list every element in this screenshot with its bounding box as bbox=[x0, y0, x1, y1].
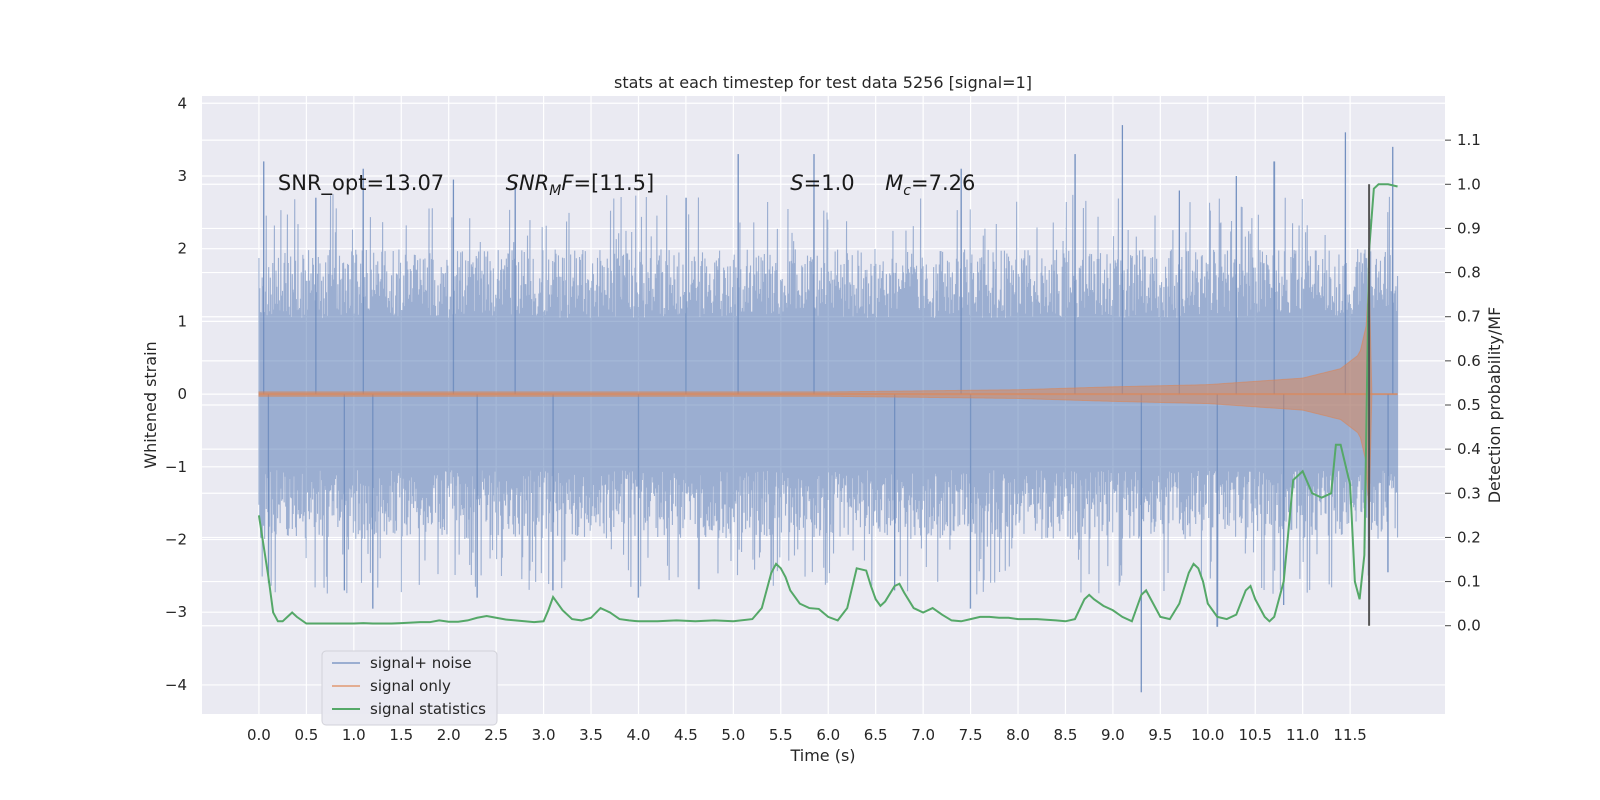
y-tick-label: −4 bbox=[165, 676, 187, 694]
annotation-tail: =1.0 bbox=[804, 171, 855, 195]
series-signal-statistics bbox=[257, 183, 1398, 625]
annotation-main: M bbox=[885, 171, 903, 195]
y-tick-label: −1 bbox=[165, 458, 187, 476]
annotation-main: SNR_opt=13.07 bbox=[278, 171, 444, 196]
y-axis-label: Whitened strain bbox=[141, 341, 160, 468]
legend-label-signal-noise: signal+ noise bbox=[370, 654, 472, 672]
x-axis-label: Time (s) bbox=[789, 746, 855, 765]
annotation-tail: F=[11.5] bbox=[561, 171, 654, 195]
x-tick-label: 9.5 bbox=[1148, 726, 1172, 744]
x-tick-label: 6.5 bbox=[864, 726, 888, 744]
x-axis-ticks: 0.0 0.5 1.0 1.5 2.0 2.5 3.0 3.5 4.0 4.5 5.0 5.5 6.0 6… bbox=[247, 726, 1367, 744]
x-tick-label: 6.0 bbox=[816, 726, 840, 744]
legend-label-signal-statistics: signal statistics bbox=[370, 700, 486, 718]
x-tick-label: 1.0 bbox=[342, 726, 366, 744]
x-tick-label: 10.5 bbox=[1239, 726, 1272, 744]
x-tick-label: 7.0 bbox=[911, 726, 935, 744]
y-tick-label: −3 bbox=[165, 603, 187, 621]
y2-axis-label: Detection probability/MF bbox=[1485, 307, 1504, 504]
signal-statistics-line bbox=[257, 183, 1398, 625]
y2-tick-label: 0.7 bbox=[1457, 308, 1481, 326]
y2-tick-label: 0.6 bbox=[1457, 352, 1481, 370]
y-axis-ticks: −4 −3 −2 −1 0 1 2 3 4 bbox=[165, 94, 187, 694]
x-tick-label: 8.5 bbox=[1054, 726, 1078, 744]
annotation-italic-part: F bbox=[561, 171, 574, 195]
y2-tick-label: 0.0 bbox=[1457, 617, 1481, 635]
chart-title: stats at each timestep for test data 525… bbox=[614, 73, 1032, 92]
signal-noise-line bbox=[258, 125, 1399, 693]
series-signal-noise bbox=[258, 125, 1399, 693]
x-tick-label: 0.5 bbox=[294, 726, 318, 744]
x-tick-label: 5.0 bbox=[721, 726, 745, 744]
x-tick-label: 4.5 bbox=[674, 726, 698, 744]
stat-annotation: Mc=7.26 bbox=[885, 171, 975, 199]
x-tick-label: 3.5 bbox=[579, 726, 603, 744]
x-tick-label: 7.5 bbox=[959, 726, 983, 744]
y-tick-label: 0 bbox=[177, 385, 187, 403]
legend-label-signal-only: signal only bbox=[370, 677, 451, 695]
y2-tick-label: 0.8 bbox=[1457, 264, 1481, 282]
x-tick-label: 3.0 bbox=[532, 726, 556, 744]
annotations: SNR_opt=13.07 SNRMF=[11.5] S=1.0 Mc=7.26 bbox=[278, 171, 975, 199]
y2-tick-label: 1.0 bbox=[1457, 175, 1481, 193]
legend: signal+ noise signal only signal statist… bbox=[321, 650, 498, 726]
annotation-main: S bbox=[790, 171, 803, 195]
x-tick-label: 10.0 bbox=[1191, 726, 1224, 744]
x-tick-label: 0.0 bbox=[247, 726, 271, 744]
y-tick-label: 3 bbox=[177, 167, 187, 185]
y-tick-label: −2 bbox=[165, 531, 187, 549]
x-tick-label: 5.5 bbox=[769, 726, 793, 744]
annotation-subscript: M bbox=[549, 183, 561, 199]
annotation-value: =[11.5] bbox=[573, 171, 654, 195]
legend-box bbox=[321, 650, 498, 726]
x-tick-label: 9.0 bbox=[1101, 726, 1125, 744]
x-tick-label: 2.0 bbox=[437, 726, 461, 744]
y2-tick-label: 1.1 bbox=[1457, 131, 1481, 149]
annotation-tail: =7.26 bbox=[911, 171, 975, 195]
y2-tick-label: 0.9 bbox=[1457, 219, 1481, 237]
y2-tick-label: 0.4 bbox=[1457, 440, 1481, 458]
x-tick-label: 8.0 bbox=[1006, 726, 1030, 744]
y2-tick-label: 0.5 bbox=[1457, 396, 1481, 414]
y2-tick-label: 0.3 bbox=[1457, 484, 1481, 502]
y-tick-label: 1 bbox=[177, 312, 187, 330]
x-tick-label: 11.5 bbox=[1333, 726, 1366, 744]
x-tick-label: 1.5 bbox=[389, 726, 413, 744]
series-signal-only bbox=[258, 272, 1398, 516]
stat-annotation: SNR_opt=13.07 bbox=[278, 171, 444, 196]
annotation-main: SNR bbox=[506, 171, 550, 195]
y2-axis-ticks: 0.0 0.1 0.2 0.3 0.4 0.5 0.6 0.7 0.8 0.9 1.0 1.1 bbox=[1445, 131, 1481, 635]
y2-tick-label: 0.1 bbox=[1457, 573, 1481, 591]
x-tick-label: 4.0 bbox=[627, 726, 651, 744]
stat-annotation: SNRMF=[11.5] bbox=[506, 171, 655, 199]
y2-tick-label: 0.2 bbox=[1457, 528, 1481, 546]
y-tick-label: 4 bbox=[177, 94, 187, 112]
x-tick-label: 11.0 bbox=[1286, 726, 1319, 744]
x-tick-label: 2.5 bbox=[484, 726, 508, 744]
annotation-subscript: c bbox=[903, 183, 911, 199]
stat-annotation: S=1.0 bbox=[790, 171, 854, 195]
y-tick-label: 2 bbox=[177, 240, 187, 258]
